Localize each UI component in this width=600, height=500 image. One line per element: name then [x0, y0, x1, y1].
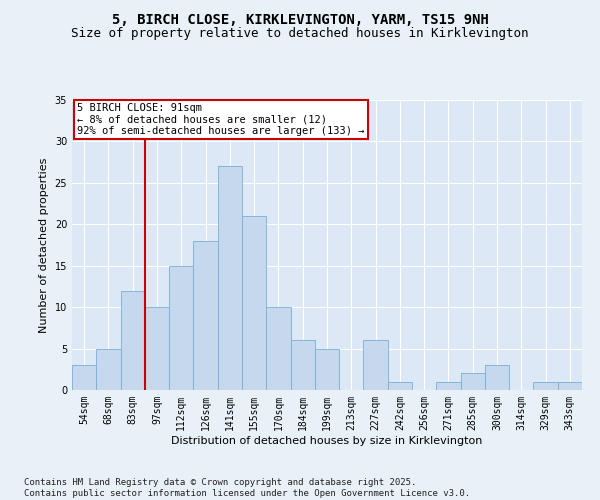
Text: 5 BIRCH CLOSE: 91sqm
← 8% of detached houses are smaller (12)
92% of semi-detach: 5 BIRCH CLOSE: 91sqm ← 8% of detached ho…: [77, 103, 365, 136]
Bar: [96, 348, 121, 390]
Bar: [266, 307, 290, 390]
Bar: [558, 382, 582, 390]
Bar: [364, 340, 388, 390]
Text: 5, BIRCH CLOSE, KIRKLEVINGTON, YARM, TS15 9NH: 5, BIRCH CLOSE, KIRKLEVINGTON, YARM, TS1…: [112, 12, 488, 26]
X-axis label: Distribution of detached houses by size in Kirklevington: Distribution of detached houses by size …: [172, 436, 482, 446]
Bar: [290, 340, 315, 390]
Bar: [218, 166, 242, 390]
Bar: [72, 365, 96, 390]
Bar: [436, 382, 461, 390]
Bar: [533, 382, 558, 390]
Bar: [169, 266, 193, 390]
Bar: [121, 290, 145, 390]
Text: Size of property relative to detached houses in Kirklevington: Size of property relative to detached ho…: [71, 28, 529, 40]
Bar: [242, 216, 266, 390]
Bar: [461, 374, 485, 390]
Bar: [485, 365, 509, 390]
Bar: [193, 241, 218, 390]
Bar: [388, 382, 412, 390]
Bar: [145, 307, 169, 390]
Bar: [315, 348, 339, 390]
Text: Contains HM Land Registry data © Crown copyright and database right 2025.
Contai: Contains HM Land Registry data © Crown c…: [24, 478, 470, 498]
Y-axis label: Number of detached properties: Number of detached properties: [39, 158, 49, 332]
